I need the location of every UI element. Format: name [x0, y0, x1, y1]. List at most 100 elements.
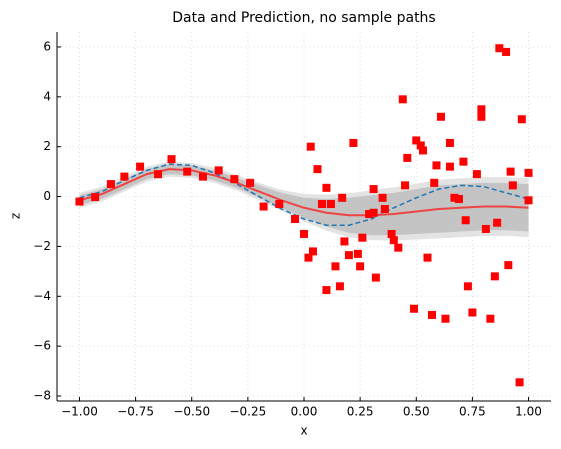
data-point — [371, 273, 380, 282]
y-tick-label: −6 — [33, 339, 51, 353]
x-tick-label: −1.00 — [61, 405, 98, 419]
data-point — [230, 175, 239, 184]
data-point — [468, 308, 477, 317]
data-point — [416, 141, 425, 150]
data-point — [493, 218, 502, 227]
data-point — [394, 243, 403, 252]
data-point — [445, 138, 454, 147]
data-point — [477, 105, 486, 114]
data-point — [259, 202, 268, 211]
data-point — [308, 247, 317, 256]
x-tick-label: 0.00 — [291, 405, 318, 419]
y-tick-label: 2 — [43, 139, 51, 153]
data-point — [331, 262, 340, 271]
data-point — [106, 180, 115, 189]
data-point — [490, 272, 499, 281]
data-point — [461, 216, 470, 225]
line — [79, 163, 529, 226]
data-point — [306, 142, 315, 151]
data-point — [432, 161, 441, 170]
data-point — [463, 282, 472, 291]
data-point — [477, 112, 486, 121]
data-point — [524, 168, 533, 177]
data-point — [183, 167, 192, 176]
data-point — [365, 210, 374, 219]
data-point — [389, 236, 398, 245]
data-point — [198, 172, 207, 181]
data-point — [380, 205, 389, 214]
y-tick-label: 4 — [43, 89, 51, 103]
data-point — [353, 249, 362, 258]
data-point — [291, 214, 300, 223]
data-point — [369, 208, 378, 217]
data-point — [387, 229, 396, 238]
data-point — [322, 183, 331, 192]
data-point — [167, 155, 176, 164]
data-point — [120, 172, 129, 181]
data-point — [504, 261, 513, 270]
y-tick-label: −2 — [33, 239, 51, 253]
data-point — [506, 167, 515, 176]
data-point — [335, 282, 344, 291]
data-point — [454, 195, 463, 204]
data-point — [436, 112, 445, 121]
y-tick-label: 6 — [43, 39, 51, 53]
data-point — [515, 378, 524, 387]
data-point — [246, 178, 255, 187]
data-point — [75, 197, 84, 206]
data-point — [459, 157, 468, 166]
x-tick-label: 0.50 — [403, 405, 430, 419]
data-point — [369, 185, 378, 194]
data-point — [517, 115, 526, 124]
data-point — [378, 193, 387, 202]
data-point — [430, 178, 439, 187]
y-tick-label: −4 — [33, 289, 51, 303]
data-point — [275, 200, 284, 209]
data-point — [486, 314, 495, 323]
x-tick-label: 0.25 — [347, 405, 374, 419]
data-point — [340, 237, 349, 246]
data-point — [450, 193, 459, 202]
data-point — [313, 165, 322, 174]
data-point — [356, 262, 365, 271]
data-point — [423, 253, 432, 262]
x-tick-label: −0.50 — [173, 405, 210, 419]
data-point — [136, 162, 145, 171]
data-point — [495, 44, 504, 53]
data-point — [427, 310, 436, 319]
data-point — [322, 286, 331, 295]
chart-title: Data and Prediction, no sample paths — [172, 10, 435, 26]
x-tick-label: 1.00 — [515, 405, 542, 419]
data-point — [91, 193, 100, 202]
data-point — [304, 253, 313, 262]
y-tick-label: −8 — [33, 389, 51, 403]
data-point — [358, 233, 367, 242]
x-tick-label: 0.75 — [459, 405, 486, 419]
data-point — [154, 170, 163, 179]
data-point — [508, 181, 517, 190]
data-point — [214, 166, 223, 175]
data-point — [410, 304, 419, 313]
data-point — [481, 224, 490, 233]
y-axis-label: z — [9, 213, 23, 219]
data-point — [445, 162, 454, 171]
data-point — [401, 181, 410, 190]
data-point — [412, 136, 421, 145]
x-tick-label: −0.75 — [117, 405, 154, 419]
data-point — [524, 196, 533, 205]
data-point — [472, 170, 481, 179]
data-point — [326, 200, 335, 209]
data-point — [349, 138, 358, 147]
data-point — [403, 153, 412, 162]
data-point — [338, 193, 347, 202]
data-point — [344, 251, 353, 260]
data-point — [441, 314, 450, 323]
data-point — [300, 229, 308, 238]
y-tick-label: 0 — [43, 189, 51, 203]
data-point — [419, 146, 428, 155]
data-point — [317, 200, 326, 209]
confidence-band — [79, 164, 529, 236]
data-point — [502, 47, 511, 56]
x-tick-label: −0.25 — [229, 405, 266, 419]
